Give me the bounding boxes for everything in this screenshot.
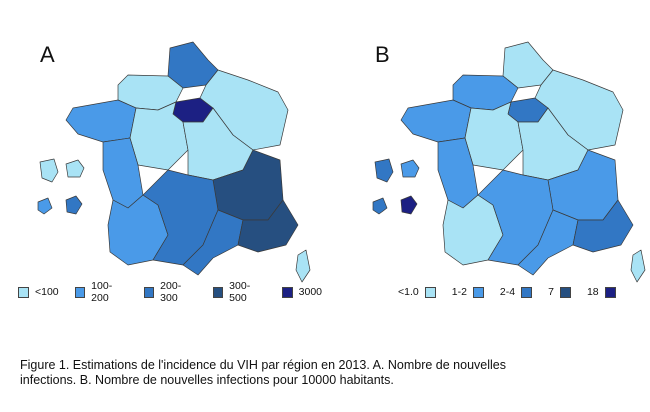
legend-label: 200-300 [160,280,182,304]
legend-swatch [74,286,86,298]
legend-item: 18 [587,286,599,298]
overseas-dom1 [39,158,59,183]
legend-label: 7 [548,286,554,298]
legend-item: 300-500 [212,280,266,304]
legend-label: 300-500 [229,280,251,304]
figure-caption: Figure 1. Estimations de l'incidence du … [20,358,635,388]
panel-letter-b: B [375,42,390,67]
legend-swatch [521,286,533,298]
panel-letter-a: A [40,42,55,67]
caption-line-1: Figure 1. Estimations de l'incidence du … [20,358,506,372]
legend-item: <100 [18,286,59,298]
region-brittany [65,99,137,143]
legend-b: <1.0 1-2 2-4 7 18 [398,285,643,299]
region-corsica [630,249,646,283]
legend-item [521,286,538,298]
map-b [372,41,646,283]
legend-swatch [472,286,484,298]
map-panel-a: A [18,30,318,320]
overseas-dom1 [374,158,394,183]
legend-item: 7 [548,286,554,298]
legend-label: 100-200 [91,280,113,304]
legend-swatch [559,286,571,298]
legend-swatch [143,286,155,298]
legend-item: 3000 [281,286,323,298]
legend-label: <1.0 [398,286,419,298]
legend-item: 100-200 [74,280,128,304]
legend-item [472,286,490,298]
region-brittany [400,99,472,143]
legend-swatch [212,286,224,298]
legend-item: <1.0 [398,286,442,298]
legend-label: 3000 [298,286,323,298]
overseas-dom2 [65,159,85,178]
legend-swatch [604,286,616,298]
overseas-dom3 [37,197,53,215]
legend-item: 2-4 [500,286,515,298]
legend-a: <100 100-200 200-300 300-500 3000 [18,280,338,304]
region-northeast [534,69,624,151]
region-corsica [295,249,311,283]
region-paca [237,199,299,253]
legend-item [559,286,577,298]
legend-label: 2-4 [499,286,516,298]
region-paca [572,199,634,253]
overseas-dom4 [65,195,83,215]
overseas-dom4 [400,195,418,215]
legend-label: <100 [35,286,59,298]
legend-item [604,286,622,298]
legend-item: 1-2 [452,286,467,298]
legend-label: 1-2 [451,286,467,298]
map-a [37,41,311,283]
legend-swatch [281,286,293,298]
legend-swatch [18,286,29,298]
legend-label: 18 [586,286,599,298]
map-panel-b: B [353,30,650,320]
legend-swatch [424,286,436,298]
caption-line-2: infections. B. Nombre de nouvelles infec… [20,373,394,387]
overseas-dom2 [400,159,420,178]
legend-item: 200-300 [143,280,197,304]
overseas-dom3 [372,197,388,215]
region-northeast [199,69,289,151]
